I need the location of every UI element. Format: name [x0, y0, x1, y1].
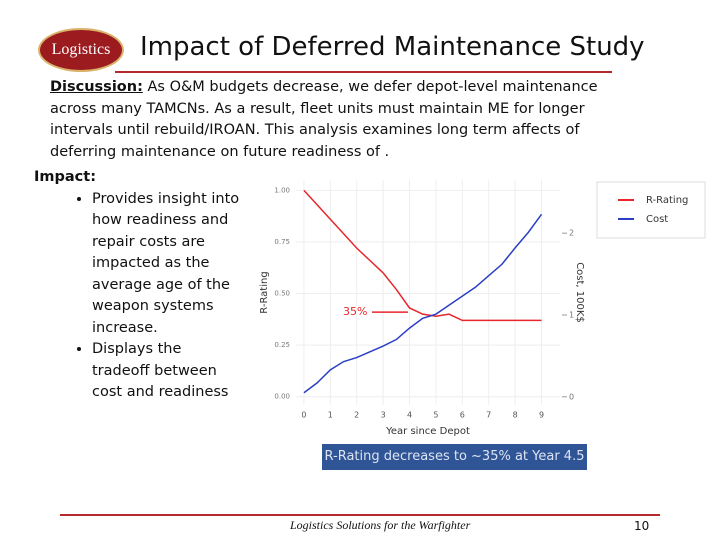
impact-list: Provides insight into how readiness and …	[34, 189, 242, 404]
legend-box	[596, 181, 706, 239]
x-tick-label: 1	[328, 411, 333, 420]
y-tick-label: 0.50	[274, 290, 290, 298]
x-tick-label: 9	[539, 411, 544, 420]
x-tick-label: 7	[486, 411, 491, 420]
x-tick-label: 2	[354, 411, 359, 420]
y2-axis-label: Cost, 100K$	[574, 262, 585, 323]
y-axis-label: R-Rating	[259, 271, 270, 313]
series-line	[303, 189, 542, 322]
bullet: Provides insight into how readiness and …	[92, 189, 242, 340]
x-tick-label: 6	[460, 411, 465, 420]
y-tick-label: 0.75	[274, 238, 290, 246]
y-tick-label: 1.00	[274, 186, 290, 194]
discussion-text: As O&M budgets decrease, we defer depot-…	[50, 79, 598, 160]
x-axis-label: Year since Depot	[385, 426, 470, 437]
annotation: 35%	[343, 305, 367, 318]
slide-title: Impact of Deferred Maintenance Study	[140, 32, 645, 62]
discussion-label: Discussion:	[50, 79, 143, 95]
y2-tick-label: 1	[569, 311, 574, 320]
logo: Logistics	[38, 28, 124, 72]
x-tick-label: 0	[301, 411, 306, 420]
legend-label: R-Rating	[646, 195, 688, 206]
y2-tick-label: 2	[569, 229, 574, 238]
impact: Impact: Provides insight into how readin…	[34, 167, 242, 404]
discussion: Discussion: As O&M budgets decrease, we …	[50, 77, 605, 163]
x-tick-label: 8	[513, 411, 518, 420]
x-tick-label: 3	[381, 411, 386, 420]
y-tick-label: 0.00	[274, 393, 290, 401]
y2-tick-label: 0	[569, 392, 574, 401]
x-tick-label: 5	[433, 411, 438, 420]
impact-label: Impact:	[34, 169, 96, 185]
page-number: 10	[634, 519, 650, 533]
chart-caption: R-Rating decreases to ~35% at Year 4.5	[322, 444, 587, 470]
series-line	[303, 213, 543, 394]
y-tick-label: 0.25	[274, 341, 290, 349]
bullet: Displays the tradeoff between cost and r…	[92, 339, 242, 404]
x-tick-label: 4	[407, 411, 412, 420]
footer-text: Logistics Solutions for the Warfighter	[290, 518, 471, 532]
legend-label: Cost	[646, 214, 668, 225]
